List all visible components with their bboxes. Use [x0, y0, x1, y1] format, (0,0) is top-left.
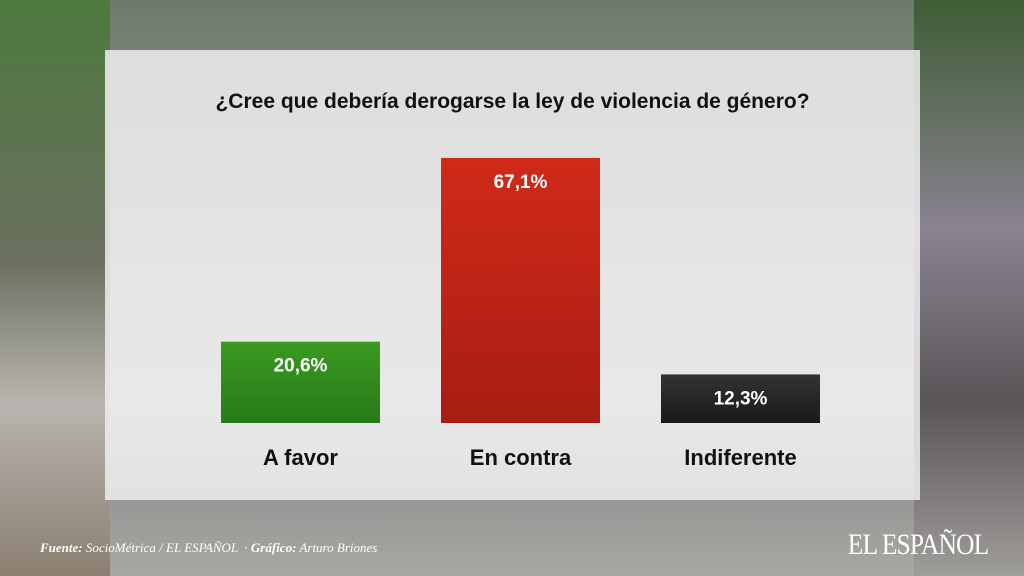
- value-label: 67,1%: [494, 172, 548, 193]
- chart-title: ¿Cree que debería derogarse la ley de vi…: [215, 90, 810, 113]
- source-label: Fuente:: [40, 540, 83, 555]
- category-label: A favor: [263, 445, 338, 470]
- bar-2: [661, 374, 820, 423]
- bar-0: [221, 341, 380, 423]
- bar-1: [441, 157, 600, 423]
- category-label: Indiferente: [684, 445, 796, 470]
- credit: Arturo Briones: [299, 540, 378, 555]
- credit-label: Gráfico:: [250, 540, 297, 555]
- source: SocioMétrica / EL ESPAÑOL: [85, 540, 238, 555]
- category-label: En contra: [470, 445, 572, 470]
- footer-credits: Fuente: SocioMétrica / EL ESPAÑOL · Gráf…: [40, 540, 377, 556]
- value-label: 20,6%: [274, 356, 328, 377]
- value-label: 12,3%: [714, 388, 768, 409]
- el-espanol-logo: EL ESPAÑOL: [847, 528, 988, 561]
- separator: ·: [244, 540, 248, 555]
- background-photo-left: [0, 0, 110, 576]
- background-photo-right: [914, 0, 1024, 576]
